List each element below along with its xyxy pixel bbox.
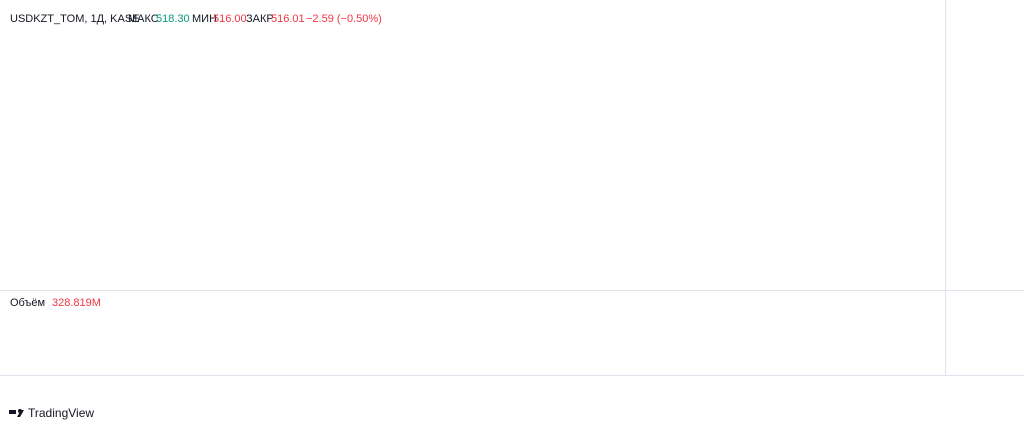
close-label: ЗАКР (246, 13, 274, 25)
close-value: 516.01 (271, 13, 305, 25)
low-label: МИН (192, 13, 217, 25)
change: −2.59 (−0.50%) (306, 13, 382, 25)
high-label: МАКС (128, 13, 159, 25)
low-value: 516.00 (213, 13, 247, 25)
brand: TradingView (28, 406, 94, 420)
logo (9, 409, 24, 417)
symbol: USDKZT_TOM, 1Д, KASE (10, 13, 140, 25)
volume-title: Объём (10, 297, 45, 309)
high-value: 518.30 (156, 13, 190, 25)
volume-value: 328.819M (52, 297, 101, 309)
